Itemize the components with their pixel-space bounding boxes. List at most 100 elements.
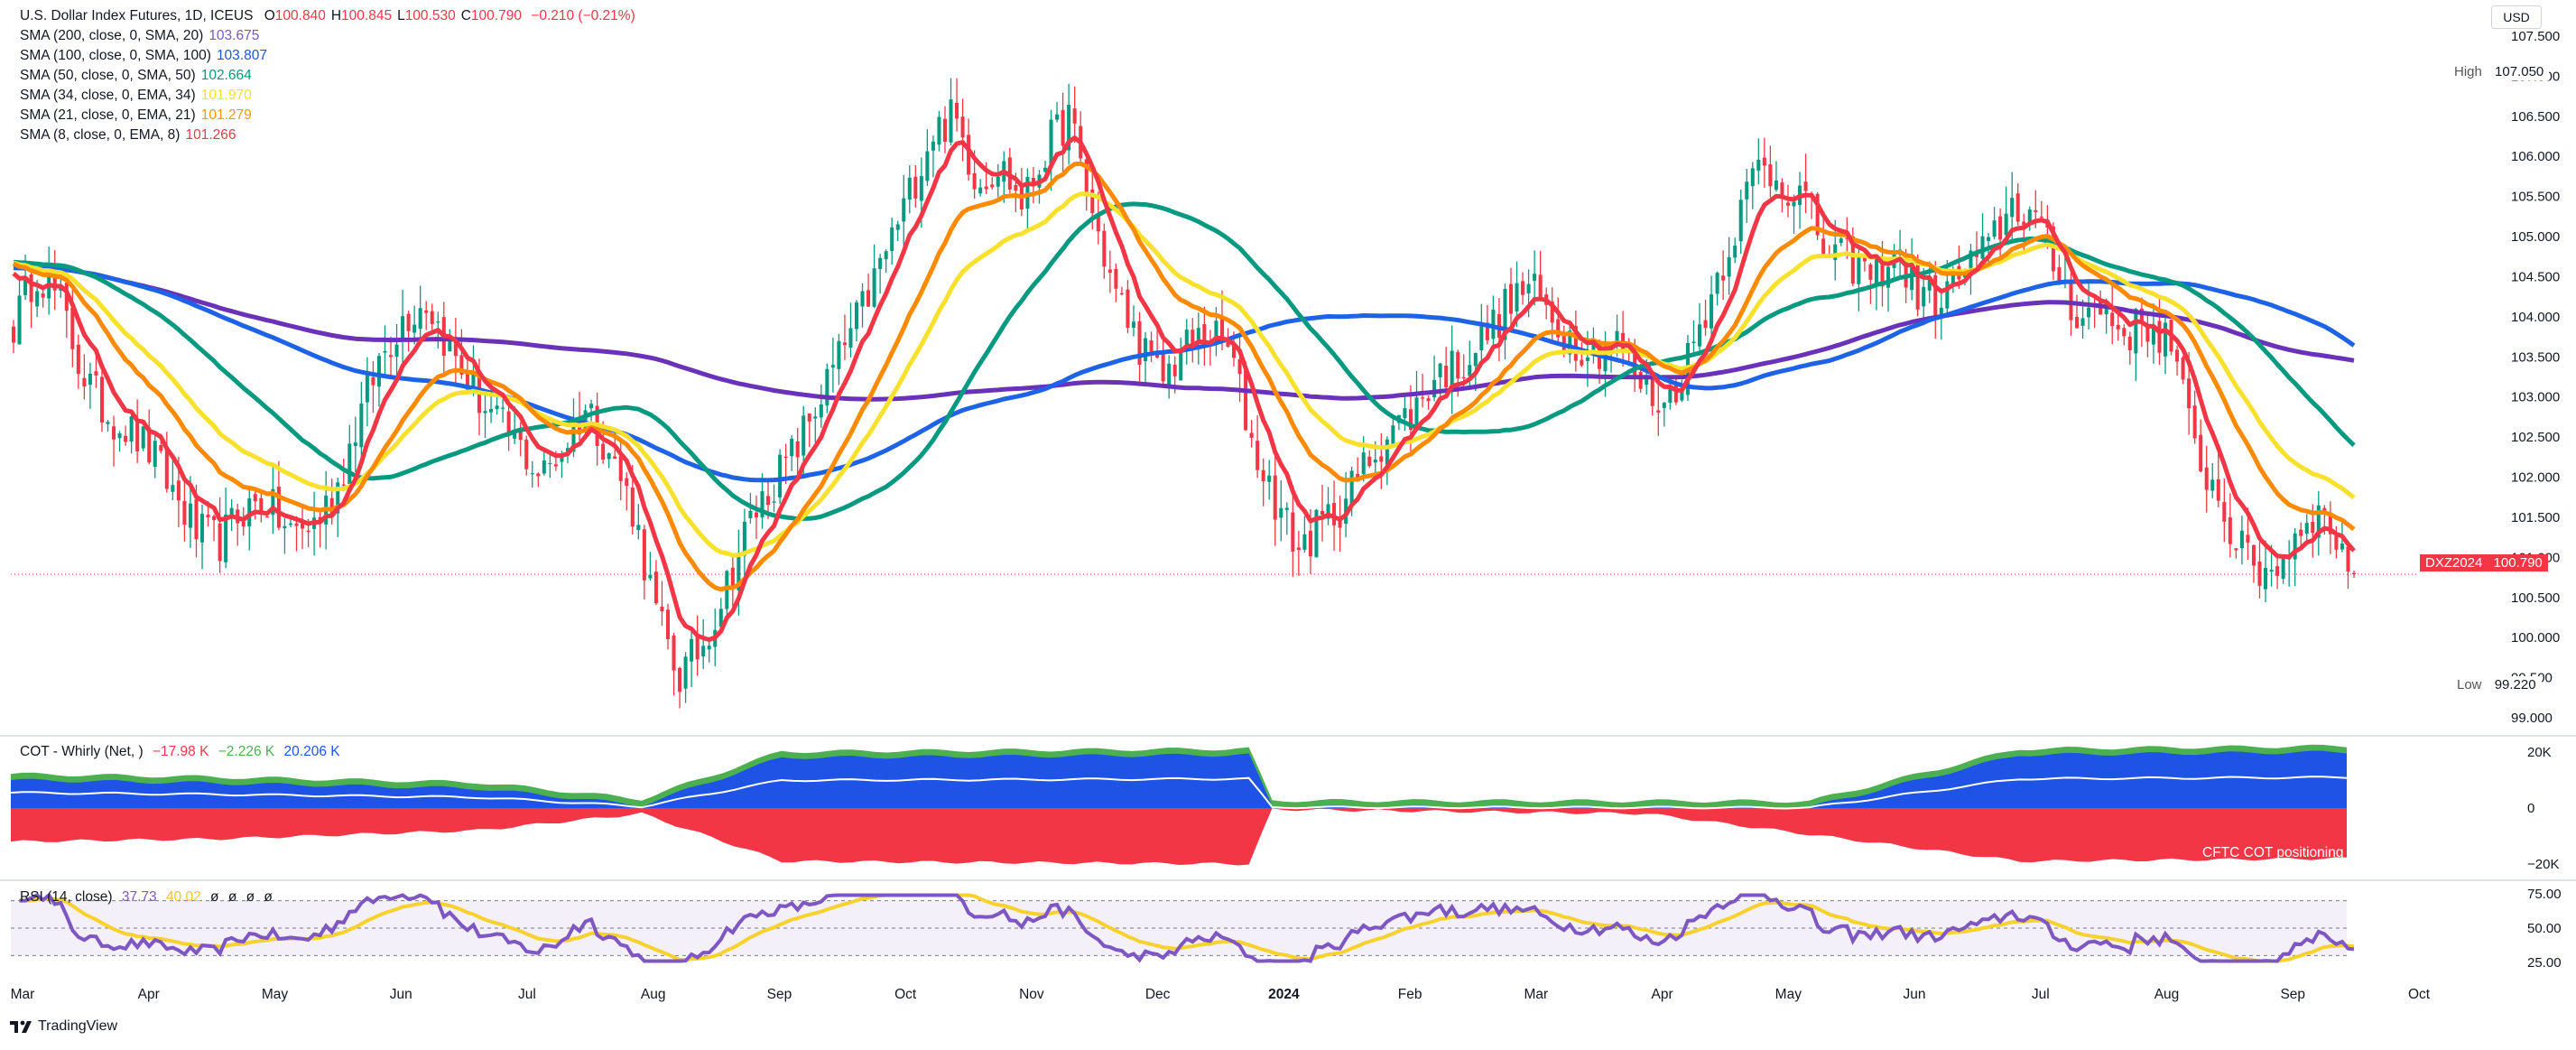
candle-body: [359, 403, 364, 448]
candle-body: [2022, 221, 2026, 226]
candle-body: [1131, 321, 1136, 328]
candle-body: [1556, 319, 1561, 338]
candle-body: [848, 328, 853, 348]
candle-body: [453, 338, 458, 357]
indicator-value: 102.664: [200, 68, 252, 83]
indicator-row[interactable]: SMA (100, close, 0, SMA, 100) 103.807: [20, 46, 267, 66]
candle-body: [1738, 200, 1743, 242]
candle-body: [1349, 470, 1354, 504]
candlesticks: [11, 78, 2357, 709]
candle-body: [2139, 308, 2144, 324]
time-tick-label: Jun: [1904, 987, 1926, 1002]
candle-body: [70, 307, 75, 349]
candle-body: [730, 567, 735, 589]
price-tick-label: 104.000: [2511, 310, 2560, 325]
candle-body: [135, 420, 140, 451]
candle-body: [1503, 288, 1507, 340]
candle-body: [648, 574, 653, 579]
candle-body: [2145, 323, 2150, 342]
candle-body: [1426, 398, 1431, 402]
pane-separators: [0, 735, 2576, 881]
indicator-row[interactable]: SMA (34, close, 0, EMA, 34) 101.970: [20, 86, 267, 106]
candle-body: [783, 456, 788, 458]
candle-body: [1951, 269, 1955, 285]
candle-body: [1308, 530, 1312, 557]
candle-body: [2027, 209, 2032, 222]
low-value: 99.220: [2494, 677, 2536, 692]
candle-body: [754, 512, 758, 517]
candle-body: [1379, 456, 1384, 462]
candle-body: [695, 637, 700, 660]
candle-body: [2246, 534, 2250, 543]
candle-body: [1745, 181, 1749, 200]
candle-body: [424, 310, 429, 313]
candle-body: [1880, 258, 1885, 287]
candle-body: [1573, 326, 1578, 361]
ohlc-value: 100.530: [404, 8, 456, 23]
indicator-row[interactable]: SMA (21, close, 0, EMA, 21) 101.279: [20, 106, 267, 125]
indicator-row[interactable]: SMA (200, close, 0, SMA, 20) 103.675: [20, 26, 267, 46]
candle-body: [99, 376, 104, 423]
candle-body: [1803, 181, 1808, 191]
candle-body: [2104, 309, 2108, 315]
cot-tick-label: 20K: [2527, 745, 2552, 760]
candle-body: [1538, 274, 1543, 298]
time-tick-label: Oct: [894, 987, 917, 1002]
time-tick-label: Aug: [2154, 987, 2180, 1002]
candle-body: [1727, 256, 1731, 277]
candle-body: [618, 456, 623, 481]
cot-tick-label: 0: [2527, 801, 2534, 816]
candle-body: [412, 324, 417, 333]
candle-body: [1987, 237, 1991, 241]
sma200-line: [13, 265, 2355, 402]
symbol-header[interactable]: U.S. Dollar Index Futures, 1D, ICEUS O10…: [20, 6, 635, 26]
candle-body: [1267, 475, 1272, 482]
candle-body: [495, 405, 499, 410]
cot-tick-label: −20K: [2527, 857, 2559, 872]
price-tick-label: 103.000: [2511, 390, 2560, 405]
cot-net-area: [11, 808, 2347, 866]
rsi-pane: [11, 892, 2355, 963]
candle-body: [1927, 277, 1932, 291]
indicator-row[interactable]: SMA (8, close, 0, EMA, 8) 101.266: [20, 125, 267, 145]
candle-body: [630, 488, 635, 527]
indicator-row[interactable]: SMA (50, close, 0, SMA, 50) 102.664: [20, 66, 267, 86]
candle-body: [1585, 357, 1589, 361]
candle-body: [430, 311, 434, 324]
candle-body: [996, 177, 1000, 187]
candle-body: [2080, 318, 2085, 326]
candle-body: [353, 442, 357, 447]
cot-legend[interactable]: COT - Whirly (Net, ) −17.98 K −2.226 K 2…: [20, 744, 346, 760]
rsi-title: RSI (14, close): [20, 889, 113, 905]
cot-annotation: CFTC COT positioning: [2202, 845, 2344, 860]
price-change: −0.210 (−0.21%): [531, 8, 635, 23]
tradingview-icon: [10, 1020, 32, 1033]
candle-body: [1980, 236, 1985, 259]
low-label: Low: [2457, 677, 2482, 692]
rsi-tick-label: 75.00: [2527, 887, 2562, 902]
candle-body: [288, 523, 292, 525]
candle-body: [1662, 403, 1666, 408]
currency-button[interactable]: USD: [2491, 5, 2542, 29]
candle-body: [2010, 198, 2015, 218]
candle-body: [182, 500, 187, 525]
candle-body: [990, 184, 995, 188]
candle-body: [176, 480, 181, 501]
candle-body: [2151, 325, 2155, 345]
candle-body: [560, 454, 564, 462]
candle-body: [642, 529, 646, 581]
time-tick-label: Dec: [1145, 987, 1171, 1002]
tradingview-logo[interactable]: TradingView: [9, 1018, 117, 1035]
candle-body: [1279, 507, 1283, 518]
time-tick-label: Nov: [1019, 987, 1044, 1002]
price-tick-label: 102.000: [2511, 470, 2560, 486]
candle-body: [1703, 320, 1708, 329]
candle-body: [683, 656, 688, 689]
rsi-legend[interactable]: RSI (14, close) 37.73 40.02 ø ø ø ø: [20, 889, 278, 906]
rsi-na-1: ø: [210, 889, 219, 905]
candle-body: [807, 413, 811, 422]
candle-body: [1939, 307, 1943, 316]
ohlc-values: O100.840 H100.845 L100.530 C100.790: [257, 8, 522, 23]
time-tick-label: Mar: [11, 987, 35, 1002]
